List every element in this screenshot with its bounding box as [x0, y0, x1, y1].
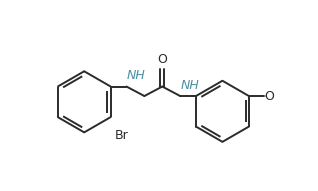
Text: NH: NH — [181, 79, 200, 92]
Text: O: O — [264, 90, 274, 103]
Text: O: O — [157, 53, 167, 66]
Text: NH: NH — [127, 69, 146, 82]
Text: Br: Br — [115, 129, 128, 142]
